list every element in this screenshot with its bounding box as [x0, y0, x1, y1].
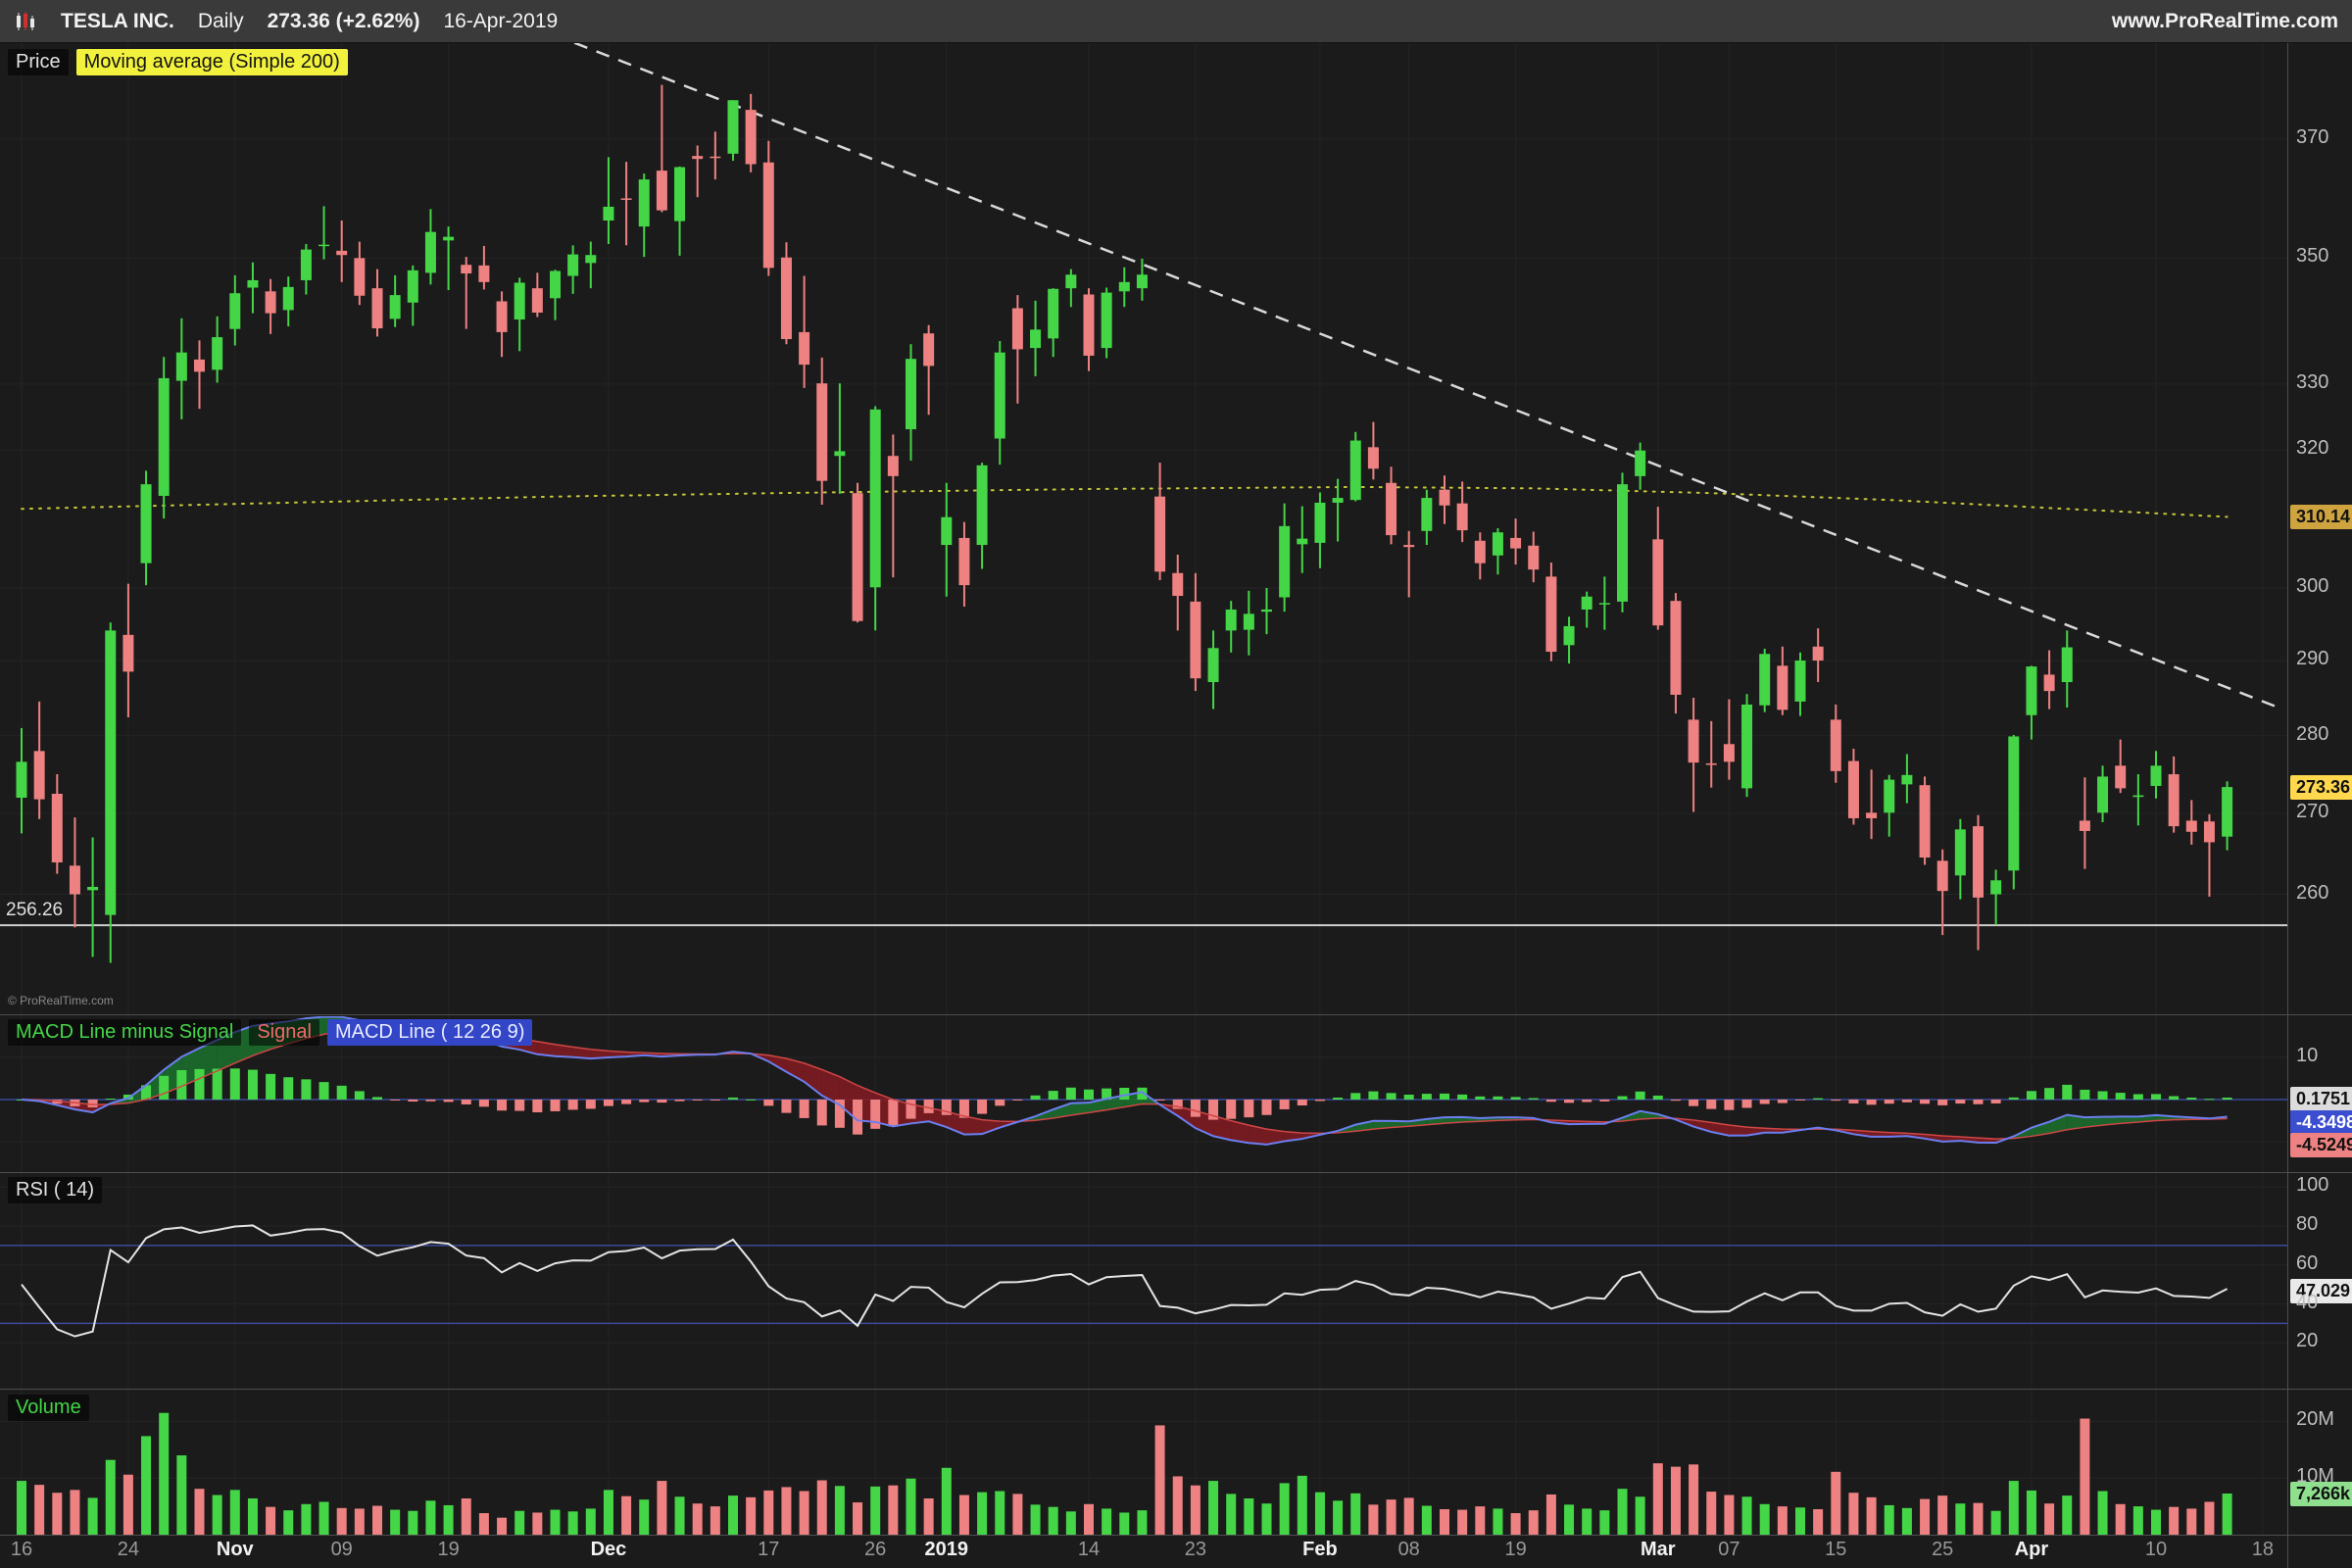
time-axis-label: 25: [1932, 1539, 1954, 1560]
time-axis-label: 09: [330, 1539, 353, 1560]
session-date: 16-Apr-2019: [443, 9, 559, 32]
macd-histogram-label[interactable]: MACD Line minus Signal: [8, 1019, 242, 1046]
time-axis-label: 15: [1825, 1539, 1847, 1560]
moving-average-indicator-label[interactable]: Moving average (Simple 200): [75, 49, 348, 75]
support-level-label: 256.26: [6, 900, 64, 921]
topbar: TESLA INC. Daily 273.36 (+2.62%) 16-Apr-…: [0, 0, 2352, 43]
time-axis-label: 26: [864, 1539, 887, 1560]
prorealtime-logo: [14, 10, 37, 33]
pane-separator: [0, 1535, 2352, 1536]
rsi-indicator-label[interactable]: RSI ( 14): [8, 1177, 103, 1203]
pane-separator: [0, 1014, 2352, 1015]
price-pane-label[interactable]: Price: [8, 49, 69, 75]
time-axis-label: 10: [2144, 1539, 2168, 1560]
time-axis-label: 2019: [924, 1539, 969, 1560]
copyright-watermark: © ProRealTime.com: [8, 994, 114, 1007]
time-axis[interactable]: 16 24 Nov 09 19 Dec 17 26 2019 14 23 Feb 08 19 Mar 07 15…: [0, 1539, 2352, 1568]
symbol-name: TESLA INC.: [61, 9, 174, 32]
time-axis-label: Dec: [590, 1539, 627, 1560]
pane-separator: [0, 1172, 2352, 1173]
time-axis-label: Mar: [1641, 1539, 1676, 1560]
axis-separator: [2287, 43, 2288, 1568]
time-axis-label: 16: [10, 1539, 33, 1560]
price-pane-labels: Price Moving average (Simple 200): [8, 49, 348, 75]
time-axis-label: 19: [1504, 1539, 1527, 1560]
time-axis-label: Apr: [2014, 1539, 2049, 1560]
time-axis-label: 18: [2251, 1539, 2275, 1560]
time-axis-label: Nov: [216, 1539, 254, 1560]
last-price-and-change: 273.36 (+2.62%): [267, 9, 420, 32]
pane-separator: [0, 1389, 2352, 1390]
time-axis-label: 07: [1718, 1539, 1740, 1560]
time-axis-label: 24: [117, 1539, 140, 1560]
volume-pane-labels: Volume: [8, 1395, 89, 1421]
volume-indicator-label[interactable]: Volume: [8, 1395, 89, 1421]
time-axis-label: 08: [1397, 1539, 1420, 1560]
time-axis-label: Feb: [1302, 1539, 1338, 1560]
time-axis-label: 14: [1077, 1539, 1101, 1560]
website-watermark: www.ProRealTime.com: [2111, 9, 2338, 32]
time-axis-label: 19: [437, 1539, 460, 1560]
time-axis-label: 23: [1184, 1539, 1207, 1560]
rsi-pane-labels: RSI ( 14): [8, 1177, 103, 1203]
time-axis-label: 17: [758, 1539, 780, 1560]
macd-line-label[interactable]: MACD Line ( 12 26 9): [326, 1019, 533, 1046]
macd-signal-label[interactable]: Signal: [249, 1019, 319, 1046]
macd-pane-labels: MACD Line minus Signal Signal MACD Line …: [8, 1019, 533, 1046]
timeframe-label[interactable]: Daily: [197, 9, 244, 32]
